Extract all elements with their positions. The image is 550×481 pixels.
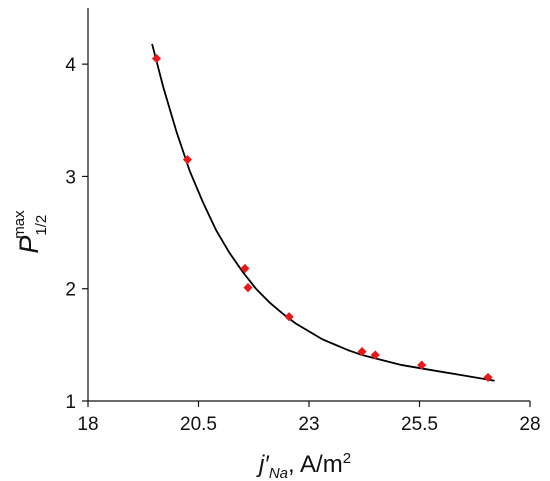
fit-curve: [151, 43, 495, 382]
y-axis-title-sub: 1/2: [33, 215, 50, 236]
x-axis-title-sub: Na: [269, 465, 288, 481]
y-tick-label: 2: [65, 280, 76, 301]
data-point: [151, 53, 162, 64]
x-tick-label: 20.5: [180, 414, 217, 435]
data-point: [182, 154, 193, 165]
data-point: [240, 263, 250, 274]
x-axis-title-sup: 2: [343, 450, 351, 467]
y-axis-title: P1/2 max: [11, 210, 50, 254]
data-point: [417, 360, 427, 370]
y-tick-label: 4: [65, 55, 76, 76]
data-point: [284, 312, 294, 322]
data-points: [151, 53, 493, 383]
x-tick-label: 28: [519, 414, 540, 435]
x-ticks: 18 20.5 23 25.5 28: [77, 401, 541, 435]
data-point: [357, 346, 367, 357]
x-tick-label: 23: [298, 414, 319, 435]
y-ticks: 1 2 3 4: [65, 55, 88, 413]
x-tick-label: 25.5: [401, 414, 438, 435]
y-tick-label: 1: [65, 392, 76, 413]
x-axis-title-main: j′: [256, 451, 270, 478]
data-point: [370, 350, 380, 360]
data-point: [483, 372, 493, 383]
data-point: [243, 282, 253, 293]
y-tick-label: 3: [65, 167, 76, 188]
y-axis-title-main: P: [14, 236, 44, 254]
x-axis-title: j′Na, A/m2: [256, 450, 351, 481]
y-axis-title-sup: max: [11, 210, 28, 239]
x-axis-title-unit: , A/m: [288, 451, 343, 478]
x-tick-label: 18: [77, 414, 98, 435]
axes: [87, 8, 530, 402]
y-axis-title-text: P1/2 max: [11, 210, 50, 254]
